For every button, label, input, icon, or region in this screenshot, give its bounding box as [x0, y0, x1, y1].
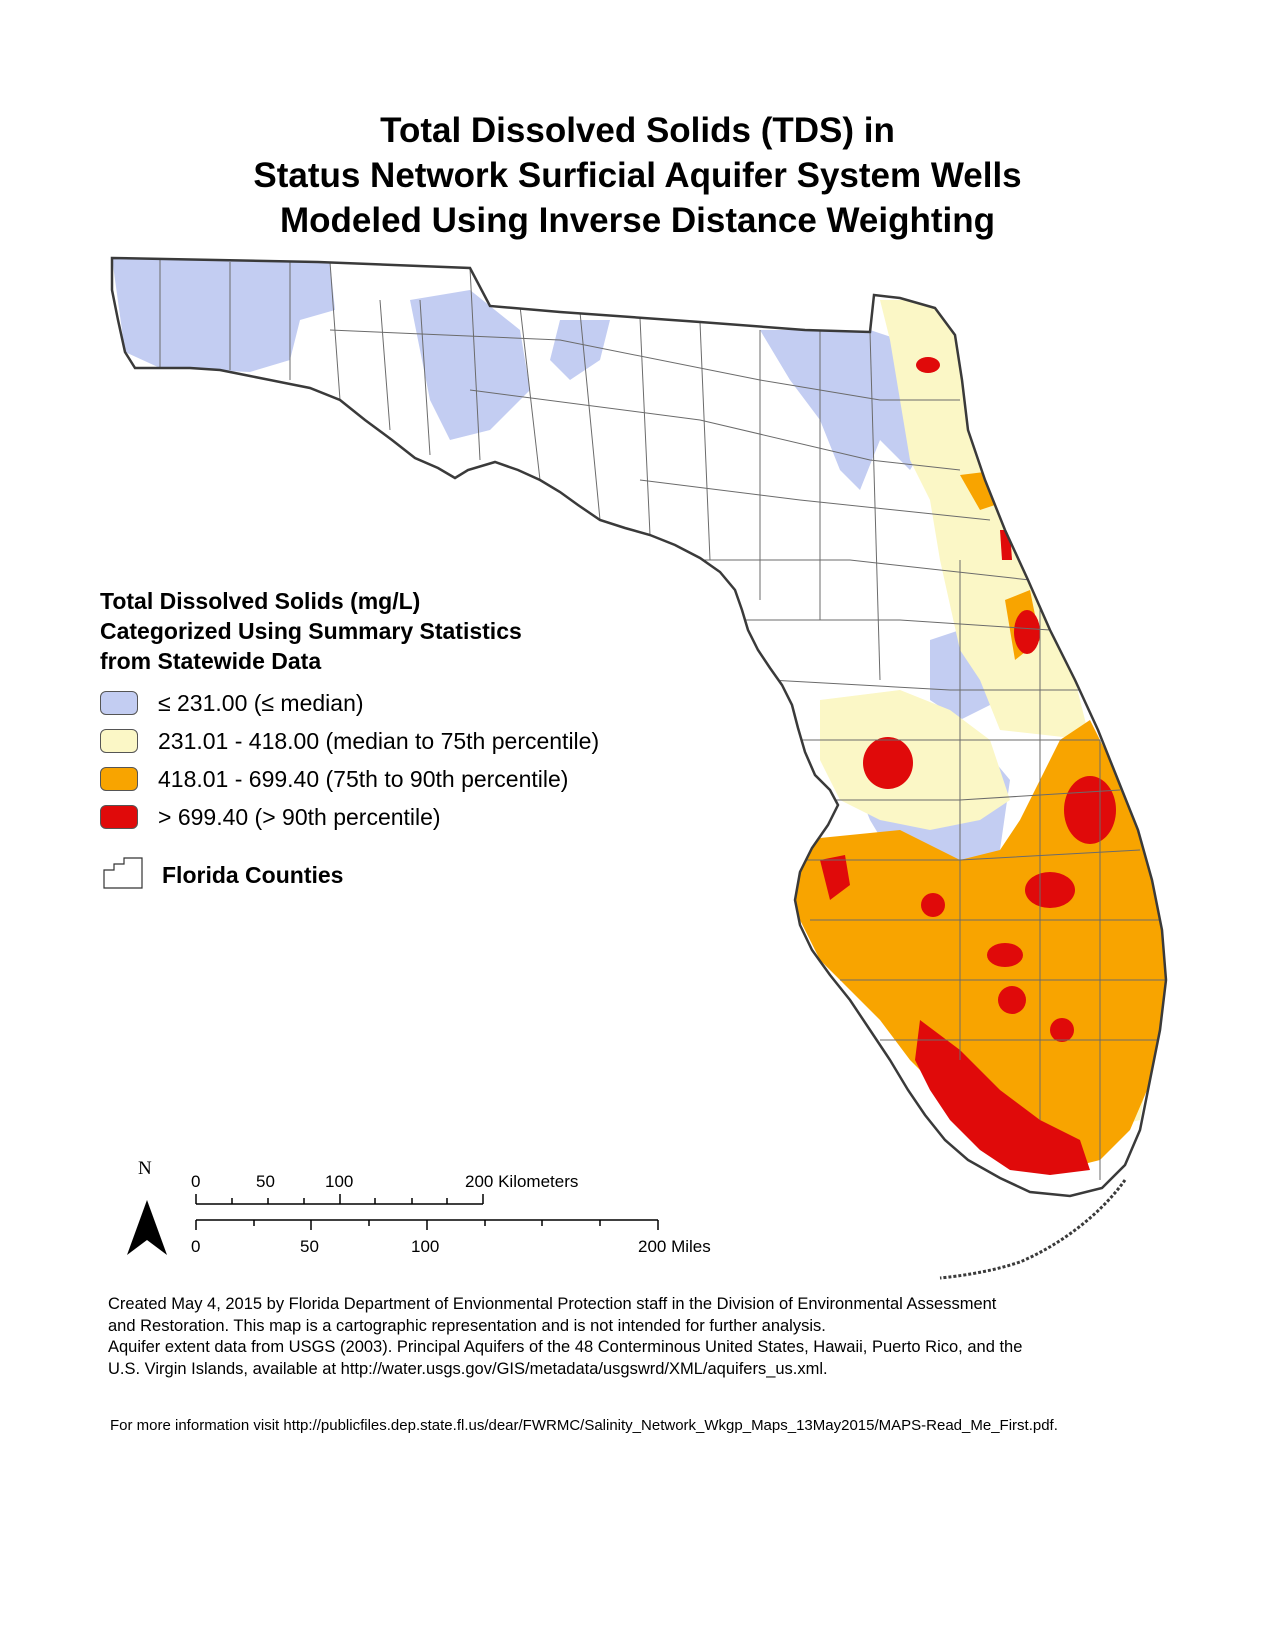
florida-keys — [939, 1179, 1127, 1280]
legend-heading-line-1: Total Dissolved Solids (mg/L) — [100, 588, 421, 614]
scale-bar-miles — [195, 1219, 659, 1230]
credits-line-3: Aquifer extent data from USGS (2003). Pr… — [108, 1338, 1023, 1356]
legend-item-mid: 231.01 - 418.00 (median to 75th percenti… — [100, 722, 599, 760]
legend-item-low: ≤ 231.00 (≤ median) — [100, 684, 599, 722]
scale-km-label-200: 200 Kilometers — [465, 1172, 579, 1191]
legend-swatch-very-high — [100, 805, 138, 829]
north-arrow-icon — [127, 1200, 167, 1255]
map-title-line-1: Total Dissolved Solids (TDS) in — [380, 111, 895, 150]
county-swatch-spacer — [104, 863, 142, 889]
county-outline-swatch — [103, 857, 143, 889]
scale-km-label-100: 100 — [325, 1172, 354, 1191]
more-info-text: For more information visit http://public… — [110, 1417, 1058, 1434]
map-title: Total Dissolved Solids (TDS) in Status N… — [0, 108, 1275, 243]
map-title-line-2: Status Network Surficial Aquifer System … — [253, 156, 1022, 195]
scale-mi-label-100: 100 — [411, 1237, 440, 1256]
legend-label-high: 418.01 - 699.40 (75th to 90th percentile… — [158, 765, 569, 792]
map-title-line-3: Modeled Using Inverse Distance Weighting — [279, 201, 996, 240]
credits-line-4: U.S. Virgin Islands, available at http:/… — [108, 1359, 828, 1378]
scale-mi-label-50: 50 — [300, 1237, 319, 1256]
legend-label-mid: 231.01 - 418.00 (median to 75th percenti… — [158, 727, 600, 754]
credits-line-1: Created May 4, 2015 by Florida Departmen… — [108, 1295, 997, 1313]
tds-surface — [112, 258, 1166, 1175]
scale-mi-label-200: 200 Miles — [638, 1237, 711, 1256]
tds-class-very-high — [820, 357, 1116, 1175]
legend-label-counties: Florida Counties — [162, 862, 344, 888]
scale-bar-km — [195, 1194, 484, 1205]
scale-km-label-0: 0 — [191, 1172, 201, 1191]
map-credits: Created May 4, 2015 by Florida Departmen… — [108, 1294, 1188, 1380]
legend-swatch-high — [100, 767, 138, 791]
legend-item-high: 418.01 - 699.40 (75th to 90th percentile… — [100, 760, 599, 798]
scale-km-label-50: 50 — [256, 1172, 275, 1191]
scale-mi-label-0: 0 — [191, 1237, 201, 1256]
legend-items: ≤ 231.00 (≤ median) 231.01 - 418.00 (med… — [100, 684, 599, 836]
map-legend: Total Dissolved Solids (mg/L) Categorize… — [100, 586, 599, 836]
legend-heading-line-3: from Statewide Data — [100, 648, 322, 674]
legend-item-counties: Florida Counties — [104, 862, 343, 889]
legend-swatch-mid — [100, 729, 138, 753]
credits-line-2: and Restoration. This map is a cartograp… — [108, 1316, 826, 1335]
legend-item-very-high: > 699.40 (> 90th percentile) — [100, 798, 599, 836]
legend-heading: Total Dissolved Solids (mg/L) Categorize… — [100, 586, 599, 676]
legend-label-very-high: > 699.40 (> 90th percentile) — [158, 803, 441, 830]
legend-swatch-low — [100, 691, 138, 715]
legend-label-low: ≤ 231.00 (≤ median) — [158, 689, 364, 716]
north-label: N — [138, 1158, 152, 1179]
county-boundaries — [159, 258, 1166, 1180]
legend-heading-line-2: Categorized Using Summary Statistics — [100, 618, 522, 644]
